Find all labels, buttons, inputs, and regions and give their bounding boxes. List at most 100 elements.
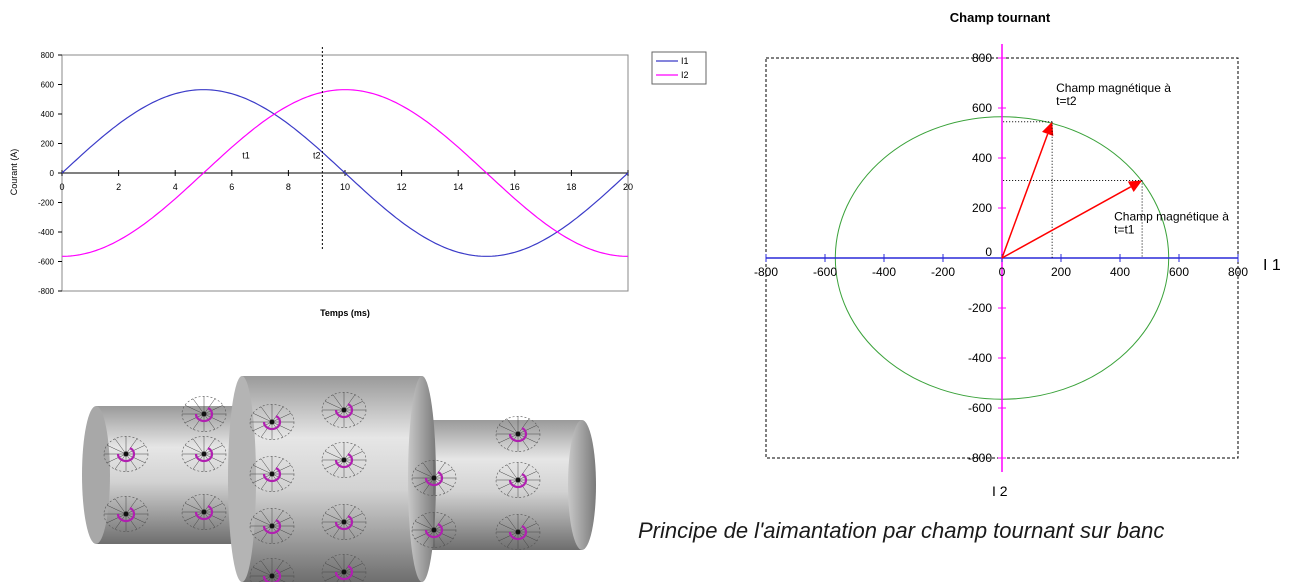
field-pattern-spoke <box>184 444 205 455</box>
current-chart: 800 600 400 200 0 -200 -400 -600 -800 0 2 4 6 8 10 12 1… <box>9 47 707 318</box>
field-pattern-arc <box>508 473 528 489</box>
field-pattern-arc <box>334 565 354 581</box>
field-pattern-spoke <box>271 525 292 536</box>
field-pattern-spoke <box>125 453 138 470</box>
field-pattern-arc <box>334 453 354 469</box>
field-x-axis-title: I 1 <box>1263 257 1281 274</box>
field-pattern-spoke <box>517 522 538 533</box>
field-pattern-spoke <box>498 433 519 444</box>
field-pattern-center <box>123 451 129 457</box>
field-pattern-center <box>123 511 129 517</box>
field-pattern-spoke <box>517 531 530 548</box>
field-vector-1 <box>1001 133 1049 259</box>
field-y-tick-label: 800 <box>972 51 992 65</box>
field-pattern-spoke <box>324 521 345 532</box>
field-pattern-spoke <box>414 477 435 488</box>
sine-x-tick-label: 18 <box>566 182 576 192</box>
field-pattern-spoke <box>343 571 364 582</box>
field-pattern-spoke <box>324 409 345 420</box>
field-pattern-spoke <box>433 477 454 488</box>
field-pattern-spoke <box>271 473 284 490</box>
field-pattern-spoke <box>203 398 216 415</box>
field-pattern-spoke <box>106 504 127 515</box>
field-pattern-spoke <box>343 409 364 420</box>
field-pattern-spoke <box>517 464 530 481</box>
field-pattern-spoke <box>517 418 530 435</box>
field-pattern-spoke <box>433 529 446 546</box>
field-pattern-spoke <box>343 521 356 538</box>
field-pattern-arc <box>194 505 214 521</box>
field-y-tick-label: -600 <box>968 401 992 415</box>
field-pattern-spoke <box>332 394 345 411</box>
field-x-tick-label: 800 <box>1228 265 1248 279</box>
field-pattern-spoke <box>260 458 273 475</box>
sine-y-tick-label: 0 <box>50 169 55 178</box>
field-pattern-spoke <box>203 496 216 513</box>
field-pattern-center <box>341 407 347 413</box>
field-pattern-spoke <box>422 477 435 494</box>
field-pattern-center <box>201 411 207 417</box>
field-pattern-spoke <box>252 473 273 484</box>
field-pattern-spoke <box>506 516 519 533</box>
field-pattern-spoke <box>125 453 146 464</box>
field-pattern-arc <box>262 415 282 431</box>
field-x-tick-label: 0 <box>999 265 1006 279</box>
field-chart-title: Champ tournant <box>950 10 1051 25</box>
field-pattern-arc <box>116 447 136 463</box>
sine-x-tick-label: 2 <box>116 182 121 192</box>
field-pattern-spoke <box>252 516 273 527</box>
field-pattern-center <box>431 475 437 481</box>
field-pattern-spoke <box>506 418 519 435</box>
field-pattern-spoke <box>343 444 356 461</box>
field-pattern-spoke <box>271 566 292 577</box>
field-pattern-spoke <box>125 498 138 515</box>
field-pattern-spoke <box>324 562 345 573</box>
field-pattern-center <box>341 457 347 463</box>
field-pattern-spoke <box>324 400 345 411</box>
field-pattern-spoke <box>260 473 273 490</box>
field-pattern-spoke <box>203 438 216 455</box>
field-vector-label: Champ magnétique à t=t1 <box>1114 210 1229 237</box>
field-pattern-spoke <box>422 462 435 479</box>
field-pattern-spoke <box>343 512 364 523</box>
field-pattern-spoke <box>506 531 519 548</box>
field-pattern-spoke <box>343 521 364 532</box>
field-pattern-center <box>515 529 521 535</box>
field-pattern-arc <box>508 525 528 541</box>
field-y-tick-label: -400 <box>968 351 992 365</box>
field-pattern-spoke <box>271 406 284 423</box>
field-pattern-spoke <box>271 575 277 582</box>
field-pattern-spoke <box>184 404 205 415</box>
series-line-I1 <box>61 89 629 257</box>
sine-x-tick-label: 10 <box>340 182 350 192</box>
field-pattern-spoke <box>343 571 352 582</box>
field-pattern-spoke <box>203 453 216 470</box>
sine-x-tick-label: 12 <box>397 182 407 192</box>
field-pattern-spoke <box>271 575 286 582</box>
field-pattern-spoke <box>252 421 273 432</box>
legend-box <box>651 51 707 85</box>
field-pattern-center <box>515 477 521 483</box>
field-pattern-spoke <box>267 575 273 582</box>
field-pattern-spoke <box>517 433 530 450</box>
sine-x-tick-label: 8 <box>286 182 291 192</box>
field-pattern-spoke <box>332 506 345 523</box>
cylinder-center-body <box>228 376 436 582</box>
field-pattern-spoke <box>106 513 127 524</box>
field-pattern-spoke <box>414 529 435 540</box>
series-line-I2 <box>62 89 628 257</box>
field-pattern-spoke <box>271 473 292 484</box>
field-pattern-arc <box>334 403 354 419</box>
field-pattern-spoke <box>114 453 127 470</box>
legend-label-I2: I2 <box>681 70 689 80</box>
field-pattern-arc <box>334 515 354 531</box>
cylinder-right-shaft <box>412 420 596 550</box>
field-pattern-spoke <box>203 413 216 430</box>
time-marker-t1: t1 <box>242 150 250 160</box>
field-pattern-center <box>269 573 275 579</box>
field-x-tick-label: -400 <box>872 265 896 279</box>
field-pattern-spoke <box>260 421 273 438</box>
field-pattern-center <box>201 509 207 515</box>
time-marker-t2: t2 <box>313 150 321 160</box>
field-pattern-spoke <box>506 464 519 481</box>
